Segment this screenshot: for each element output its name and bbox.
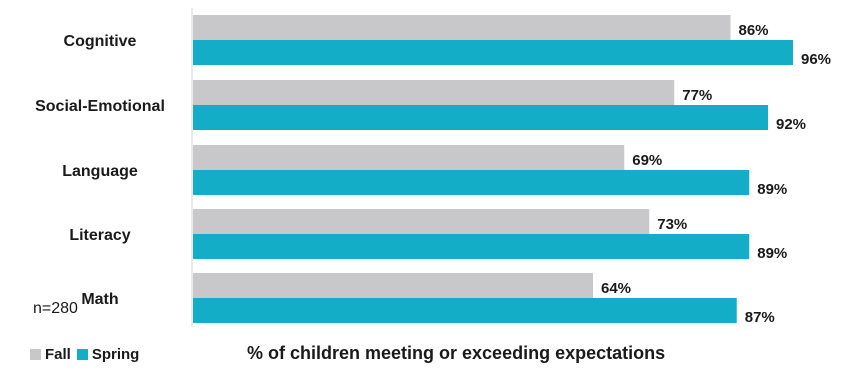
value-label-fall-math: 64%	[601, 280, 631, 297]
legend-swatch-fall	[30, 349, 41, 360]
legend-item-fall: Fall	[30, 346, 71, 363]
bar-fall-social-emotional	[193, 80, 675, 105]
category-label-social-emotional: Social-Emotional	[35, 98, 165, 115]
category-label-cognitive: Cognitive	[64, 33, 137, 50]
bar-chart: Cognitive 86% 96% Social-Emotional 77% 92% Lan…	[35, 8, 831, 327]
value-label-spring-math: 87%	[745, 309, 775, 326]
bar-fall-cognitive	[193, 15, 731, 40]
category-label-literacy: Literacy	[69, 227, 130, 244]
value-label-spring-cognitive: 96%	[801, 51, 831, 68]
bar-fall-literacy	[193, 209, 650, 234]
value-label-fall-language: 69%	[632, 152, 662, 169]
sample-size-note: n=280	[33, 300, 78, 317]
bar-spring-literacy	[193, 234, 750, 259]
value-label-spring-literacy: 89%	[757, 245, 787, 262]
bar-spring-social-emotional	[193, 105, 768, 130]
category-label-language: Language	[62, 163, 138, 180]
category-label-math: Math	[81, 291, 118, 308]
bar-spring-cognitive	[193, 40, 793, 65]
value-label-fall-literacy: 73%	[657, 216, 687, 233]
legend: Fall Spring	[30, 346, 145, 363]
bar-fall-math	[193, 273, 593, 298]
bar-fall-language	[193, 145, 625, 170]
x-axis-label: % of children meeting or exceeding expec…	[247, 343, 666, 363]
value-label-fall-cognitive: 86%	[739, 22, 769, 39]
value-label-spring-language: 89%	[757, 181, 787, 198]
value-label-spring-social-emotional: 92%	[776, 116, 806, 133]
legend-swatch-spring	[76, 349, 88, 360]
legend-label-spring: Spring	[91, 346, 140, 363]
value-label-fall-social-emotional: 77%	[682, 87, 712, 104]
bar-spring-language	[193, 170, 750, 195]
bar-spring-math	[193, 298, 737, 323]
legend-label-fall: Fall	[45, 346, 71, 363]
legend-item-spring: Spring	[76, 346, 140, 363]
